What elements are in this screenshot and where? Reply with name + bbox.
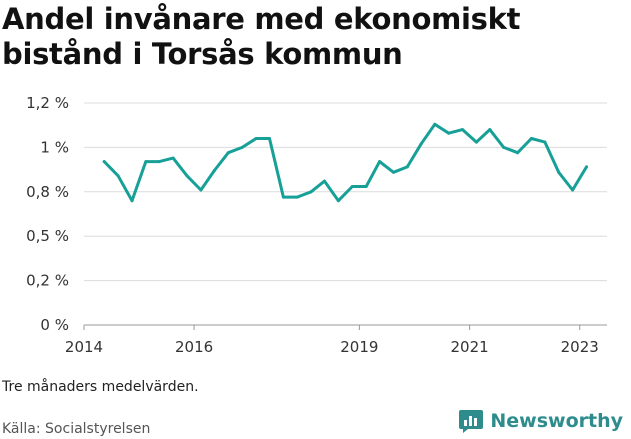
- series-layer: [102, 122, 588, 203]
- data-point: [116, 174, 120, 178]
- x-tick-label: 2021: [451, 338, 489, 356]
- data-point: [323, 179, 326, 183]
- y-tick-label: 1 %: [40, 138, 69, 156]
- data-point: [171, 156, 175, 160]
- x-tick-label: 2014: [65, 338, 103, 356]
- data-point: [336, 199, 340, 203]
- data-point: [281, 195, 285, 199]
- data-point: [447, 131, 451, 135]
- data-point: [240, 145, 244, 149]
- y-tick-label: 0 %: [40, 316, 69, 334]
- brand-logo[interactable]: Newsworthy: [458, 408, 623, 434]
- data-point: [309, 190, 313, 194]
- series-line: [102, 122, 588, 203]
- data-point: [364, 185, 368, 188]
- data-point: [571, 188, 575, 192]
- data-point: [488, 128, 492, 132]
- data-point: [268, 137, 271, 140]
- data-point: [144, 160, 148, 164]
- data-point: [185, 174, 189, 178]
- tick-labels: 0 % 0,2 % 0,5 % 0,8 % 1 % 1,2 % 2014 2016 2019 20…: [26, 94, 599, 356]
- chart-note: Tre månaders medelvärden.: [2, 379, 199, 395]
- data-point: [502, 145, 506, 149]
- y-tick-label: 0,8 %: [26, 183, 69, 201]
- x-tick-label: 2023: [561, 338, 599, 356]
- y-tick-label: 0,2 %: [26, 272, 69, 290]
- bar-chart-logo-icon: [459, 410, 484, 433]
- data-point: [419, 142, 423, 146]
- data-point: [474, 140, 478, 144]
- data-point: [543, 140, 547, 144]
- data-point: [130, 199, 134, 203]
- data-point: [199, 188, 203, 192]
- data-point: [378, 160, 382, 164]
- x-tick-label: 2016: [175, 338, 213, 356]
- data-point: [433, 122, 437, 126]
- y-tick-label: 0,5 %: [26, 227, 69, 245]
- data-point: [254, 137, 258, 140]
- source-credit: Källa: Socialstyrelsen: [2, 421, 151, 437]
- data-point: [212, 169, 216, 172]
- data-point: [295, 195, 299, 199]
- data-point: [529, 137, 533, 140]
- brand-name: Newsworthy: [490, 410, 623, 432]
- data-point: [516, 151, 520, 155]
- x-tick-label: 2019: [340, 338, 378, 356]
- data-point: [585, 165, 588, 169]
- y-tick-label: 1,2 %: [26, 94, 69, 112]
- data-point: [157, 160, 161, 164]
- chart-title: Andel invånare med ekonomiskt bistånd i …: [2, 2, 521, 71]
- grid-lines: [84, 102, 607, 326]
- data-point: [461, 128, 464, 132]
- data-point: [405, 165, 409, 169]
- data-point: [392, 170, 395, 174]
- data-point: [350, 185, 354, 188]
- data-point: [557, 170, 561, 174]
- data-point: [226, 151, 230, 155]
- x-axis: [83, 325, 581, 330]
- data-point: [102, 160, 106, 164]
